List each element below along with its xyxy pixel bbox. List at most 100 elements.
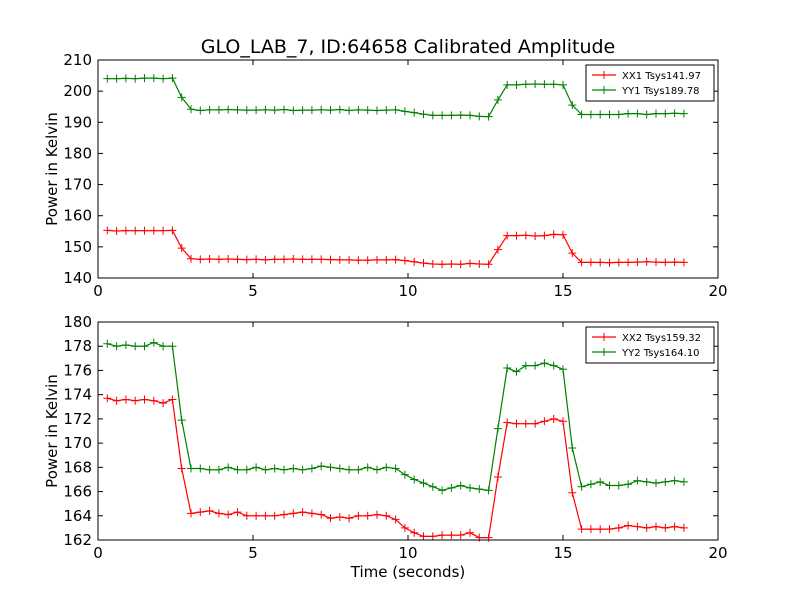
legend-entry: YY1 Tsys189.78 [621,86,700,97]
data-point [159,342,168,351]
data-point [261,465,270,474]
data-point [605,110,614,119]
data-point [670,109,679,118]
data-point [391,464,400,473]
data-point [428,111,437,120]
data-point [382,106,391,115]
data-point [289,509,298,518]
data-point [326,514,335,523]
data-point [187,254,195,263]
data-point [531,361,540,370]
data-point [661,523,670,532]
data-point [214,255,223,264]
data-point [391,255,400,264]
data-point [559,417,567,426]
data-point [112,226,121,235]
data-point [177,93,186,102]
data-point [345,514,354,523]
data-point [168,74,177,83]
y-tick-label: 210 [63,51,92,69]
data-point [549,361,558,370]
data-point [503,80,512,89]
data-point [466,483,474,492]
data-point [345,465,354,474]
data-point [298,465,307,474]
data-point [214,105,223,114]
data-point [159,399,168,408]
data-point [354,105,363,114]
data-point [289,106,298,115]
y-tick-label: 190 [63,113,92,131]
data-point [456,260,465,269]
data-point [252,106,261,115]
data-point [270,106,279,115]
data-point [679,109,688,118]
y-tick-label: 150 [63,238,92,256]
data-point [261,255,270,264]
data-point [121,226,130,235]
data-point [568,249,577,258]
data-point [400,107,409,116]
x-tick-label: 5 [248,282,258,300]
data-point [661,109,670,118]
data-point [131,396,140,405]
data-point [577,482,586,491]
legend-box [585,326,715,364]
data-point [326,463,335,472]
data-point [187,509,195,518]
data-point [466,528,474,537]
data-point [382,463,391,472]
data-point [679,477,688,486]
chart-title: GLO_LAB_7, ID:64658 Calibrated Amplitude [201,36,616,58]
y-tick-label: 174 [63,386,92,404]
data-point [103,226,112,235]
data-point [363,256,372,265]
data-point [503,418,512,427]
data-point [540,359,549,368]
data-point [112,74,121,83]
data-point [466,259,474,268]
data-point [205,255,214,264]
data-point [549,230,558,239]
data-point [280,255,288,264]
data-point [521,231,530,240]
data-point [419,479,428,488]
data-point [438,531,447,540]
data-point [670,476,679,485]
data-point [400,256,409,265]
data-point [605,525,614,534]
data-point [196,255,205,264]
x-tick-label: 20 [708,544,727,562]
data-point [103,394,112,403]
data-point [605,258,614,267]
y-tick-label: 160 [63,207,92,225]
data-point [252,511,261,520]
data-point [326,106,335,115]
data-point [382,511,391,520]
y-tick-label: 176 [63,361,92,379]
data-point [261,105,270,114]
legend-entry: YY2 Tsys164.10 [621,348,700,359]
data-point [131,342,140,351]
legend-1: XX1 Tsys141.97 YY1 Tsys189.78 [585,64,715,102]
data-point [317,462,326,471]
data-point [373,106,381,115]
x-tick-label: 10 [398,544,417,562]
data-point [121,395,130,404]
data-point [373,465,381,474]
data-point [214,465,223,474]
legend-2: XX2 Tsys159.32 YY2 Tsys164.10 [585,326,715,364]
data-point [307,106,316,115]
chart-1: 0 5 10 15 20 140 150 160 170 180 190 200 210 GLO_LAB_… [43,36,728,300]
data-point [298,508,307,517]
data-point [224,255,233,264]
data-point [159,226,168,235]
data-point [652,479,660,488]
data-point [317,105,326,114]
data-point [596,477,605,486]
data-point [521,361,530,370]
data-point [335,464,344,473]
data-point [149,226,158,235]
data-point [614,523,623,532]
data-point [270,511,279,520]
